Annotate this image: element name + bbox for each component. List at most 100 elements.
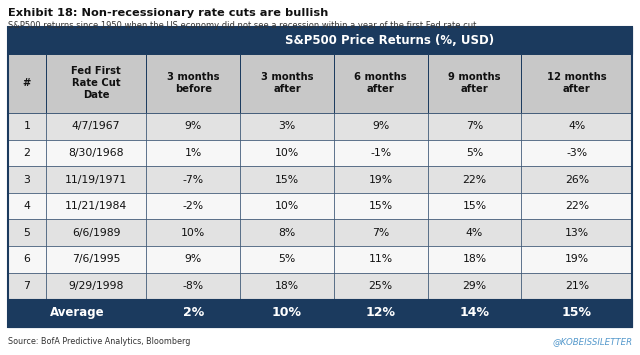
Bar [240, 193, 334, 219]
Bar [147, 27, 632, 54]
Bar [428, 219, 521, 246]
Text: 3: 3 [23, 175, 30, 185]
Bar [428, 246, 521, 273]
Text: 4%: 4% [568, 121, 586, 131]
Bar [46, 54, 147, 113]
Text: 4: 4 [23, 201, 30, 211]
Bar [147, 140, 240, 166]
Bar [147, 219, 240, 246]
Bar [46, 140, 147, 166]
Text: 21%: 21% [564, 281, 589, 291]
Text: 18%: 18% [462, 254, 486, 264]
Bar [240, 273, 334, 299]
Bar [521, 54, 632, 113]
Text: 7%: 7% [466, 121, 483, 131]
Bar [521, 299, 632, 327]
Text: 7%: 7% [372, 228, 389, 237]
Text: Exhibit 18: Non-recessionary rate cuts are bullish: Exhibit 18: Non-recessionary rate cuts a… [8, 8, 328, 18]
Bar [8, 27, 147, 54]
Text: S&P500 Price Returns (%, USD): S&P500 Price Returns (%, USD) [285, 34, 494, 47]
Text: 13%: 13% [564, 228, 589, 237]
Bar [240, 219, 334, 246]
Bar [240, 113, 334, 140]
Text: 22%: 22% [462, 175, 486, 185]
Text: 5: 5 [23, 228, 30, 237]
Text: 3 months
after: 3 months after [260, 72, 314, 94]
Bar [521, 219, 632, 246]
Bar [521, 113, 632, 140]
Text: 25%: 25% [369, 281, 393, 291]
Bar [240, 140, 334, 166]
Bar [8, 246, 46, 273]
Bar [147, 54, 240, 113]
Text: 7: 7 [23, 281, 30, 291]
Text: 6 months
after: 6 months after [355, 72, 407, 94]
Text: 8/30/1968: 8/30/1968 [68, 148, 124, 158]
Bar [8, 219, 46, 246]
Bar [147, 273, 240, 299]
Text: 19%: 19% [564, 254, 589, 264]
Bar [334, 299, 428, 327]
Text: 9/29/1998: 9/29/1998 [68, 281, 124, 291]
Text: -1%: -1% [370, 148, 391, 158]
Text: 26%: 26% [564, 175, 589, 185]
Bar [240, 54, 334, 113]
Bar [46, 273, 147, 299]
Bar [147, 113, 240, 140]
Text: 2: 2 [23, 148, 30, 158]
Text: -7%: -7% [183, 175, 204, 185]
Bar [8, 193, 46, 219]
Bar [521, 246, 632, 273]
Bar [334, 166, 428, 193]
Text: @KOBEISSILETTER: @KOBEISSILETTER [552, 337, 632, 346]
Bar [334, 219, 428, 246]
Text: Average: Average [50, 306, 104, 320]
Bar [46, 166, 147, 193]
Bar [46, 113, 147, 140]
Bar [8, 299, 147, 327]
Text: 22%: 22% [564, 201, 589, 211]
Text: 9%: 9% [185, 121, 202, 131]
Bar [334, 193, 428, 219]
Text: 7/6/1995: 7/6/1995 [72, 254, 120, 264]
Text: Source: BofA Predictive Analytics, Bloomberg: Source: BofA Predictive Analytics, Bloom… [8, 337, 190, 346]
Bar [240, 299, 334, 327]
Bar [334, 246, 428, 273]
Text: 2%: 2% [182, 306, 204, 320]
Text: 11/19/1971: 11/19/1971 [65, 175, 127, 185]
Text: 9%: 9% [185, 254, 202, 264]
Text: 11%: 11% [369, 254, 393, 264]
Text: 1%: 1% [185, 148, 202, 158]
Bar [147, 193, 240, 219]
Bar [147, 299, 240, 327]
Bar [334, 54, 428, 113]
Text: 6: 6 [23, 254, 30, 264]
Text: 4/7/1967: 4/7/1967 [72, 121, 120, 131]
Text: 29%: 29% [462, 281, 486, 291]
Bar [334, 140, 428, 166]
Text: #: # [22, 78, 31, 88]
Bar [428, 140, 521, 166]
Text: 18%: 18% [275, 281, 299, 291]
Text: 9%: 9% [372, 121, 389, 131]
Text: 3 months
before: 3 months before [167, 72, 220, 94]
Text: 14%: 14% [460, 306, 490, 320]
Bar [8, 113, 46, 140]
Text: 9 months
after: 9 months after [448, 72, 500, 94]
Bar [521, 140, 632, 166]
Text: 5%: 5% [466, 148, 483, 158]
Text: 10%: 10% [275, 201, 299, 211]
Bar [428, 113, 521, 140]
Text: 5%: 5% [278, 254, 296, 264]
Text: 10%: 10% [272, 306, 302, 320]
Text: 19%: 19% [369, 175, 393, 185]
Text: S&P500 returns since 1950 when the US economy did not see a recession within a y: S&P500 returns since 1950 when the US ec… [8, 21, 476, 29]
Bar [8, 273, 46, 299]
Bar [8, 140, 46, 166]
Text: 15%: 15% [462, 201, 486, 211]
Bar [147, 166, 240, 193]
Bar [334, 273, 428, 299]
Text: 15%: 15% [369, 201, 393, 211]
Bar [521, 273, 632, 299]
Bar [521, 193, 632, 219]
